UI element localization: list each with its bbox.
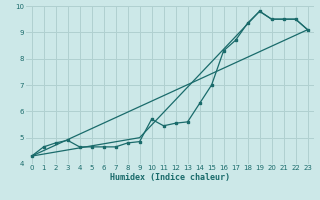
X-axis label: Humidex (Indice chaleur): Humidex (Indice chaleur) — [109, 173, 230, 182]
